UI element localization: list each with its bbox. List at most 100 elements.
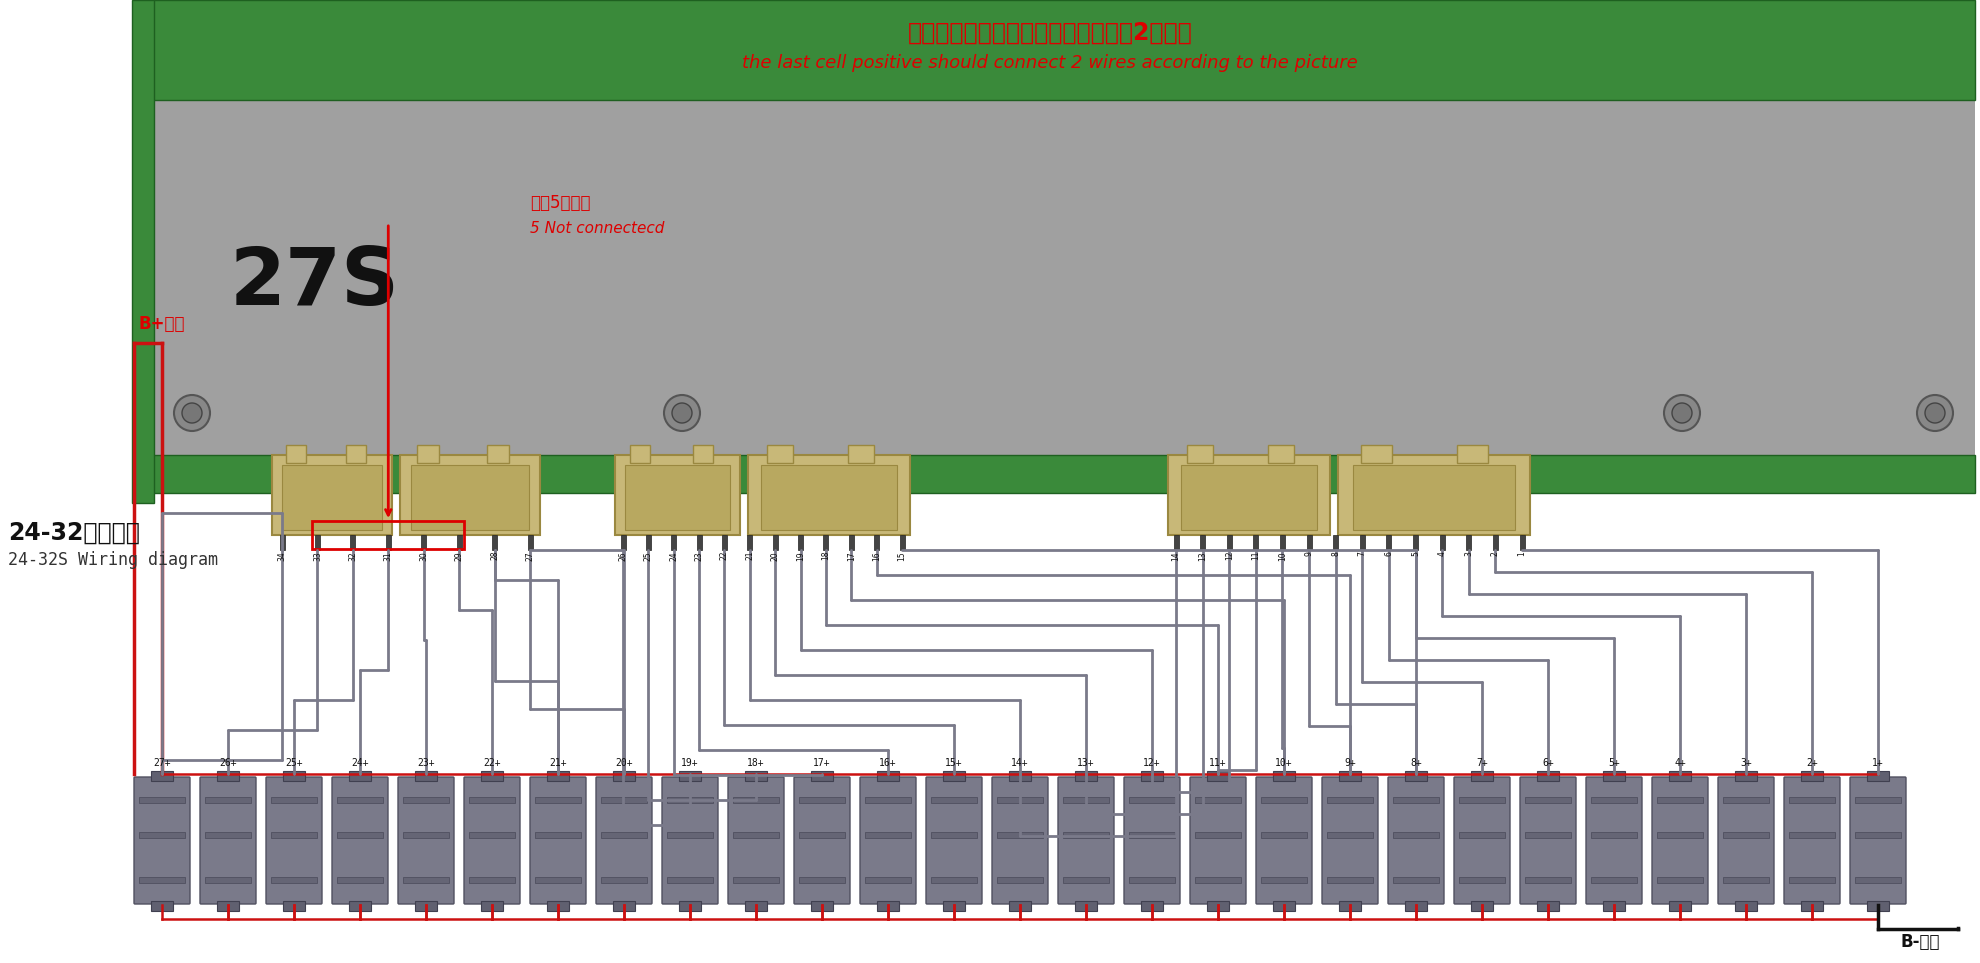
Bar [620, 535, 626, 550]
Bar [626, 465, 731, 530]
Bar [1406, 771, 1428, 781]
Bar [152, 455, 1974, 493]
Bar [1129, 877, 1174, 883]
Bar [150, 771, 172, 781]
Text: 29: 29 [455, 551, 463, 560]
Bar [1063, 832, 1109, 838]
Bar [772, 535, 778, 550]
Text: 8: 8 [1331, 551, 1340, 556]
FancyBboxPatch shape [1255, 777, 1313, 904]
Text: 11+: 11+ [1210, 758, 1228, 768]
Bar [671, 535, 677, 550]
Text: 18+: 18+ [746, 758, 764, 768]
Bar [469, 832, 515, 838]
FancyBboxPatch shape [1784, 777, 1839, 904]
Bar [1734, 901, 1756, 911]
Bar [139, 797, 184, 803]
Bar [546, 771, 568, 781]
Bar [1360, 535, 1364, 550]
FancyBboxPatch shape [859, 777, 917, 904]
Circle shape [663, 395, 701, 431]
Bar [218, 771, 240, 781]
Text: 3+: 3+ [1740, 758, 1752, 768]
Bar [800, 832, 845, 838]
Bar [998, 877, 1043, 883]
Text: 15+: 15+ [944, 758, 962, 768]
Text: 8+: 8+ [1410, 758, 1422, 768]
FancyBboxPatch shape [135, 777, 190, 904]
Text: 17+: 17+ [814, 758, 832, 768]
Text: 26: 26 [618, 551, 628, 560]
Text: 25: 25 [644, 551, 653, 560]
Bar [457, 535, 461, 550]
Bar [337, 832, 382, 838]
Text: the last cell positive should connect 2 wires according to the picture: the last cell positive should connect 2 … [742, 54, 1358, 72]
Text: 24-32串接线图: 24-32串接线图 [8, 521, 141, 545]
Text: 4+: 4+ [1675, 758, 1685, 768]
Bar [1228, 535, 1232, 550]
Bar [1261, 877, 1307, 883]
Bar [1261, 832, 1307, 838]
Bar [899, 535, 905, 550]
Bar [1802, 771, 1824, 781]
Text: 4: 4 [1437, 551, 1447, 556]
Bar [1279, 535, 1285, 550]
Bar [1723, 797, 1768, 803]
Bar [824, 535, 828, 550]
Bar [602, 832, 647, 838]
Bar [271, 877, 317, 883]
Bar [733, 832, 778, 838]
Bar [152, 0, 1974, 100]
Text: 32: 32 [348, 551, 356, 560]
Bar [133, 0, 154, 503]
Bar [1467, 535, 1471, 550]
Bar [1604, 901, 1626, 911]
Bar [1354, 465, 1515, 530]
Bar [1669, 771, 1691, 781]
Bar [481, 771, 503, 781]
Bar [337, 877, 382, 883]
Bar [1406, 901, 1428, 911]
FancyBboxPatch shape [794, 777, 849, 904]
Bar [350, 535, 354, 550]
Bar [150, 901, 172, 911]
Text: 10: 10 [1277, 551, 1287, 560]
Bar [768, 445, 794, 463]
Bar [697, 535, 701, 550]
Bar [139, 877, 184, 883]
Bar [1261, 797, 1307, 803]
Bar [404, 877, 449, 883]
Bar [812, 771, 834, 781]
Bar [1459, 832, 1505, 838]
FancyBboxPatch shape [1190, 777, 1245, 904]
Bar [1790, 797, 1835, 803]
Bar [469, 877, 515, 883]
Bar [546, 901, 568, 911]
Bar [1493, 535, 1499, 550]
Bar [1657, 797, 1703, 803]
Bar [152, 100, 1974, 493]
Text: 25+: 25+ [285, 758, 303, 768]
Bar [1010, 771, 1032, 781]
Bar [271, 797, 317, 803]
Bar [865, 797, 911, 803]
Bar [1129, 797, 1174, 803]
Bar [744, 901, 766, 911]
Bar [1525, 832, 1570, 838]
Bar [481, 901, 503, 911]
Text: 26+: 26+ [220, 758, 238, 768]
Bar [404, 832, 449, 838]
Bar [1723, 877, 1768, 883]
Text: 33: 33 [313, 551, 323, 560]
Bar [630, 445, 649, 463]
Text: 2: 2 [1491, 551, 1501, 556]
Text: 6+: 6+ [1542, 758, 1554, 768]
Text: 5+: 5+ [1608, 758, 1620, 768]
Bar [1519, 535, 1525, 550]
Text: 20: 20 [770, 551, 780, 560]
Bar [1457, 445, 1487, 463]
Bar [1327, 877, 1372, 883]
Circle shape [1663, 395, 1701, 431]
Bar [1063, 797, 1109, 803]
Bar [1338, 901, 1360, 911]
